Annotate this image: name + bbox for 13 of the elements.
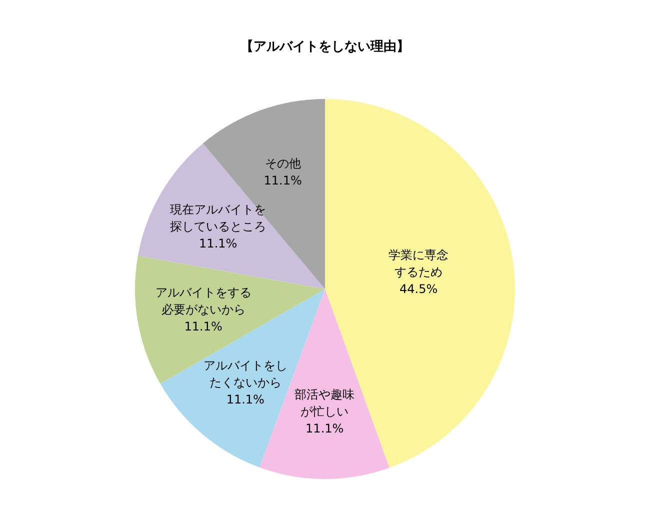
data-label: 11.1% <box>264 174 302 188</box>
slice-label: 部活や趣味が忙しい <box>294 388 355 419</box>
chart-title: 【アルバイトをしない理由】 <box>240 38 410 54</box>
slice-label: アルバイトをする必要がないから <box>155 285 252 316</box>
data-label: 11.1% <box>199 236 238 250</box>
slice-label: その他 <box>264 156 301 171</box>
data-label: 11.1% <box>184 319 222 334</box>
slice-label: 現在アルバイトを探しているところ <box>170 202 266 234</box>
data-label: 44.5% <box>400 282 438 296</box>
data-label: 11.1% <box>226 392 264 407</box>
slice-label: 学業に専念するため <box>388 248 449 279</box>
data-label: 11.1% <box>306 422 344 436</box>
slice-label: アルバイトをしたくないから <box>203 358 288 390</box>
